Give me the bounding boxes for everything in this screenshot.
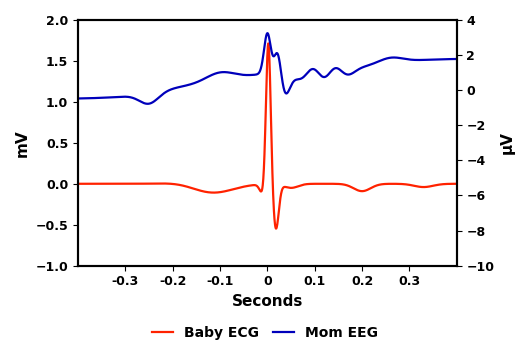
Baby ECG xyxy=(75,182,81,186)
Baby ECG xyxy=(259,187,266,191)
Baby ECG xyxy=(454,182,460,186)
Line: Baby ECG: Baby ECG xyxy=(78,43,457,229)
Mom EEG xyxy=(75,96,81,101)
Baby ECG xyxy=(374,183,380,188)
Mom EEG xyxy=(259,59,266,63)
Legend: Baby ECG, Mom EEG: Baby ECG, Mom EEG xyxy=(147,320,383,345)
Baby ECG xyxy=(443,182,449,186)
Mom EEG xyxy=(443,57,449,61)
Y-axis label: μV: μV xyxy=(500,131,515,154)
Mom EEG xyxy=(249,73,255,77)
Baby ECG xyxy=(273,226,279,231)
Baby ECG xyxy=(94,182,101,186)
Mom EEG xyxy=(94,96,101,100)
Y-axis label: mV: mV xyxy=(15,129,30,157)
Mom EEG xyxy=(443,57,449,61)
Mom EEG xyxy=(144,102,151,106)
Mom EEG xyxy=(374,60,380,64)
Mom EEG xyxy=(264,31,271,35)
Line: Mom EEG: Mom EEG xyxy=(78,33,457,104)
Baby ECG xyxy=(249,183,255,187)
X-axis label: Seconds: Seconds xyxy=(232,294,303,309)
Mom EEG xyxy=(454,57,460,61)
Baby ECG xyxy=(265,41,271,46)
Baby ECG xyxy=(443,182,449,186)
